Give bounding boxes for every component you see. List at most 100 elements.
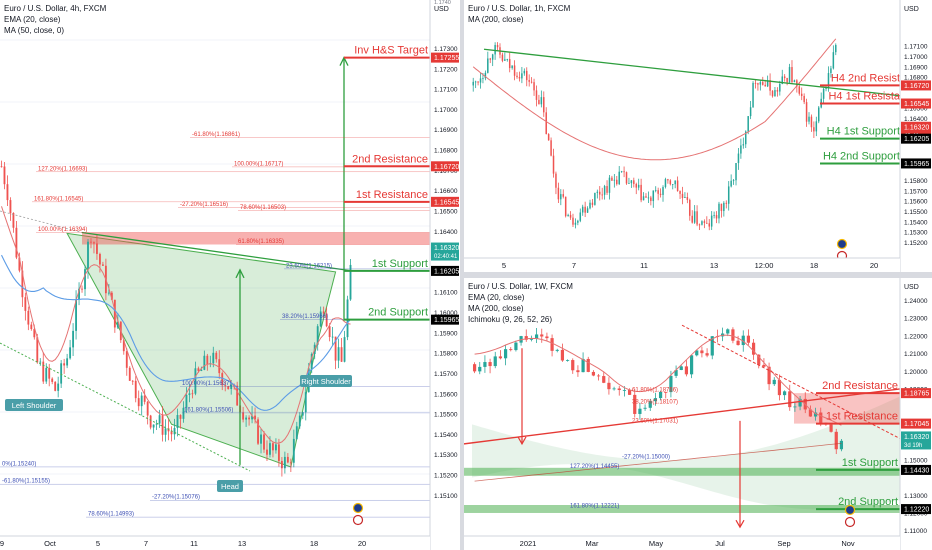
h1-candle	[825, 88, 827, 89]
w1-candle	[514, 342, 518, 351]
symbol-title[interactable]: Euro / U.S. Dollar, 1h, FXCM	[468, 4, 571, 13]
h4-candle	[289, 462, 292, 464]
w1-candle	[689, 355, 694, 375]
h4-candle	[206, 355, 209, 365]
time-axis[interactable]	[464, 258, 900, 272]
us-flag-icon[interactable]	[844, 516, 856, 528]
w1-candle	[591, 371, 596, 376]
h4-candle	[185, 394, 188, 408]
pattern-label-box	[217, 480, 243, 492]
time-axis[interactable]	[464, 536, 900, 550]
h4-candle	[227, 386, 230, 390]
legend-1h: Euro / U.S. Dollar, 1h, FXCM MA (200, cl…	[468, 3, 570, 25]
panel-divider-vertical[interactable]	[460, 0, 464, 550]
indicator-ma-label[interactable]: MA (50, close, 0)	[4, 26, 65, 35]
panel-divider-horizontal[interactable]	[464, 272, 932, 278]
h4-candle	[269, 443, 271, 455]
h1-candle	[822, 88, 825, 99]
h1-candle	[581, 206, 584, 213]
h1-candle	[723, 202, 725, 212]
h4-candle	[27, 310, 30, 325]
price-badge[interactable]	[901, 504, 931, 515]
x-tick-label: 11	[190, 539, 198, 548]
chart-panel-4h[interactable]: Euro / U.S. Dollar, 4h, FXCM EMA (20, cl…	[0, 0, 460, 550]
x-tick-label: 11	[640, 261, 648, 270]
chart-panel-1w[interactable]: Euro / U.S. Dollar, 1W, FXCM EMA (20, cl…	[464, 278, 932, 550]
indicator-ema-label[interactable]: EMA (20, close)	[468, 293, 525, 302]
price-badge[interactable]	[901, 464, 931, 475]
price-badge[interactable]	[901, 388, 931, 399]
fib-level-label: 161.80%(1.15506)	[184, 407, 233, 413]
h1-candle	[684, 197, 686, 198]
indicator-ichimoku-label[interactable]: Ichimoku (9, 26, 52, 26)	[468, 315, 553, 324]
chart-canvas-1w[interactable]: 61.80%(1.18766) 38.20%(1.18107) 23.60%(1.1…	[464, 278, 932, 550]
h4-candle	[137, 398, 140, 407]
h4-candle	[164, 428, 167, 435]
eu-flag-icon[interactable]	[844, 504, 856, 516]
h4-candle	[197, 368, 200, 371]
indicator-ma-label[interactable]: MA (200, close)	[468, 304, 524, 313]
w1-candle	[658, 391, 663, 399]
h1-candle	[732, 180, 735, 182]
chart-panel-1h[interactable]: Euro / U.S. Dollar, 1h, FXCM MA (200, cl…	[464, 0, 932, 272]
h4-candle	[110, 292, 113, 300]
y-tick-label: 1.15700	[904, 188, 928, 195]
price-badge[interactable]	[901, 80, 931, 91]
h1-candle	[796, 80, 798, 87]
h4-candle	[292, 438, 295, 463]
price-badge[interactable]	[431, 314, 459, 325]
us-flag-icon[interactable]	[352, 514, 364, 526]
time-axis[interactable]	[0, 536, 430, 550]
w1-candle	[602, 376, 606, 383]
price-badge[interactable]	[901, 98, 931, 109]
h4-candle	[328, 326, 331, 337]
h4-candle	[131, 380, 134, 382]
h4-candle	[107, 292, 110, 294]
w1-candle	[545, 336, 549, 339]
h1-candle	[698, 224, 701, 226]
h4-candle	[125, 351, 128, 368]
ma-200-line	[472, 38, 837, 161]
h1-candle	[552, 155, 555, 174]
symbol-title[interactable]: Euro / U.S. Dollar, 4h, FXCM	[4, 4, 107, 13]
w1-candle	[607, 382, 611, 390]
h1-candle	[543, 97, 545, 113]
w1-candle	[509, 349, 513, 351]
support-zone-1	[464, 467, 900, 476]
w1-candle	[612, 388, 616, 390]
h4-candle	[340, 347, 343, 362]
indicator-ma-label[interactable]: MA (200, close)	[468, 15, 524, 24]
y-tick-label: 1.15300	[904, 230, 928, 237]
price-badge[interactable]	[431, 265, 459, 276]
price-badge[interactable]	[901, 431, 931, 450]
eu-flag-icon[interactable]	[836, 238, 848, 250]
price-badge[interactable]	[901, 418, 931, 429]
price-badge[interactable]	[431, 161, 459, 172]
h4-candle	[33, 329, 36, 338]
w1-candle	[819, 412, 823, 423]
h4-candle	[349, 264, 352, 300]
y-tick-label: 1.17100	[434, 87, 458, 94]
y-tick-label: 1.15000	[904, 457, 928, 464]
chart-canvas-4h[interactable]: -61.80%(1.16861) 127.20%(1.16693) 100.00%(…	[0, 0, 460, 550]
h1-candle	[827, 73, 830, 89]
w1-candle	[534, 334, 539, 339]
h4-candle	[24, 297, 27, 311]
chart-canvas-1h[interactable]: H4 2nd Resist H4 1st Resista H4 1st Suppor…	[464, 0, 932, 272]
h1-candle	[620, 171, 623, 173]
price-badge-label: 1.17255	[434, 55, 459, 62]
price-badge[interactable]	[431, 242, 459, 261]
symbol-title[interactable]: Euro / U.S. Dollar, 1W, FXCM	[468, 282, 573, 291]
price-badge[interactable]	[901, 133, 931, 144]
h1-candle	[752, 82, 754, 108]
eu-flag-icon[interactable]	[352, 502, 364, 514]
indicator-ema-label[interactable]: EMA (20, close)	[4, 15, 61, 24]
price-badge[interactable]	[431, 52, 459, 63]
price-badge[interactable]	[901, 158, 931, 169]
neckline	[81, 231, 353, 272]
h1-candle	[572, 217, 574, 225]
h1-candle	[560, 194, 562, 200]
h1-candle	[674, 180, 676, 185]
price-badge[interactable]	[431, 196, 459, 207]
x-tick-label: 7	[572, 261, 576, 270]
